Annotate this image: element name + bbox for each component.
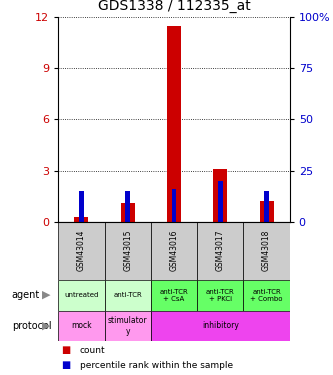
Text: GSM43017: GSM43017 (216, 230, 225, 272)
Bar (243, 280, 290, 310)
Text: GSM43016: GSM43016 (169, 230, 178, 272)
Text: ■: ■ (62, 345, 71, 355)
Text: stimulator
y: stimulator y (108, 316, 148, 336)
Text: mock: mock (71, 321, 92, 330)
Text: ▶: ▶ (42, 290, 51, 300)
Text: GSM43014: GSM43014 (77, 230, 86, 272)
Bar (58, 310, 105, 341)
Text: anti-TCR
+ CsA: anti-TCR + CsA (160, 289, 188, 302)
Bar (58, 280, 105, 310)
Bar (151, 280, 197, 310)
Text: ■: ■ (62, 360, 71, 370)
Bar (105, 222, 151, 280)
Bar (105, 310, 151, 341)
Text: agent: agent (12, 290, 40, 300)
Bar (58, 222, 105, 280)
Title: GDS1338 / 112335_at: GDS1338 / 112335_at (98, 0, 250, 13)
Bar (75, 216, 88, 222)
Bar (243, 222, 290, 280)
Bar (213, 169, 227, 222)
Text: anti-TCR
+ Combo: anti-TCR + Combo (250, 289, 283, 302)
Text: GSM43015: GSM43015 (123, 230, 132, 272)
Bar (260, 201, 273, 222)
Bar (264, 191, 269, 222)
Bar (167, 26, 181, 222)
Text: protocol: protocol (12, 321, 51, 331)
Bar (151, 222, 197, 280)
Bar (79, 191, 84, 222)
Text: anti-TCR
+ PKCi: anti-TCR + PKCi (206, 289, 235, 302)
Text: ▶: ▶ (42, 321, 51, 331)
Text: GSM43018: GSM43018 (262, 230, 271, 272)
Text: inhibitory: inhibitory (202, 321, 239, 330)
Text: count: count (80, 346, 106, 355)
Text: untreated: untreated (64, 292, 99, 298)
Bar (197, 222, 243, 280)
Bar (105, 280, 151, 310)
Text: percentile rank within the sample: percentile rank within the sample (80, 361, 233, 370)
Text: anti-TCR: anti-TCR (113, 292, 142, 298)
Bar (218, 181, 223, 222)
Bar (197, 280, 243, 310)
Bar (151, 310, 290, 341)
Bar (125, 191, 130, 222)
Bar (171, 189, 176, 222)
Bar (121, 203, 135, 222)
